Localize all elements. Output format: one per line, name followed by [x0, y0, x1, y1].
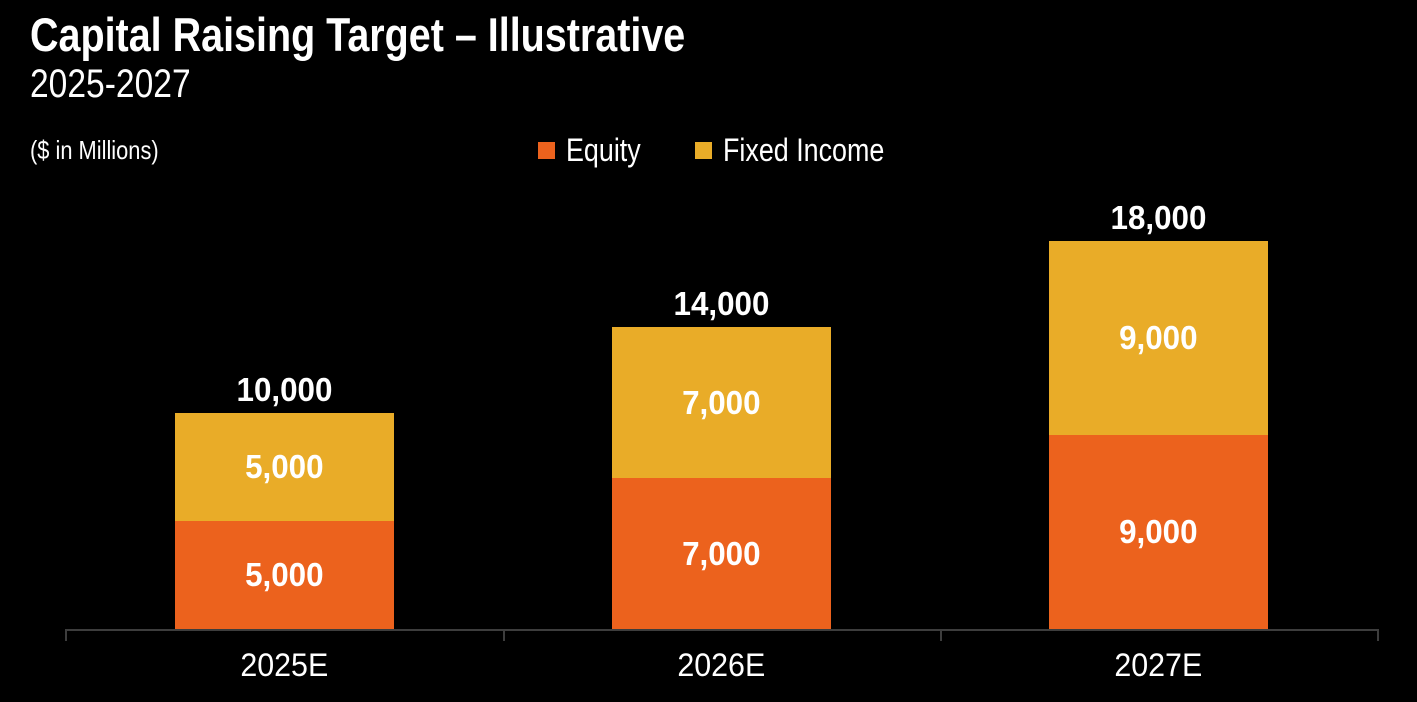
- legend-item-fixed-income: Fixed Income: [694, 133, 915, 167]
- page-title: Capital Raising Target – Illustrative: [30, 10, 810, 60]
- page-title-text: Capital Raising Target – Illustrative: [30, 8, 686, 61]
- equity-swatch-icon: [538, 141, 555, 159]
- page-subtitle: 2025-2027: [30, 63, 221, 105]
- x-axis-tick: [65, 629, 67, 641]
- category-label: 2027E: [1049, 648, 1268, 682]
- legend-label-fixed-income-text: Fixed Income: [722, 132, 885, 168]
- legend-item-equity: Equity: [538, 133, 655, 167]
- units-note: ($ in Millions): [30, 132, 183, 168]
- units-note-text: ($ in Millions): [30, 135, 159, 165]
- x-axis-line: [65, 629, 1379, 631]
- bar-segment-value-label: 5,000: [244, 448, 324, 485]
- bar-segment-value-label: 5,000: [244, 556, 324, 593]
- category-label: 2025E: [175, 648, 394, 682]
- bar-segment: 7,000: [612, 327, 831, 478]
- bar-segment: 9,000: [1049, 241, 1268, 435]
- bar-total-label: 14,000: [612, 287, 831, 321]
- category-label: 2026E: [612, 648, 831, 682]
- bar-segment: 5,000: [174, 413, 394, 521]
- legend: Equity Fixed Income: [538, 133, 915, 167]
- bar-segment-value-label: 9,000: [1119, 513, 1198, 550]
- legend-label-fixed-income: Fixed Income: [723, 133, 915, 167]
- legend-label-equity-text: Equity: [566, 132, 641, 168]
- bar-total-label-text: 14,000: [673, 285, 770, 322]
- bar-segment: 9,000: [1049, 435, 1268, 629]
- category-label-text: 2027E: [1114, 647, 1203, 683]
- bar-total-label: 18,000: [1049, 201, 1268, 235]
- category-label-text: 2025E: [240, 647, 328, 683]
- bar-segment: 7,000: [612, 478, 831, 629]
- legend-label-equity: Equity: [566, 133, 655, 167]
- x-axis-tick: [503, 629, 505, 641]
- bar-segment-value-label: 9,000: [1119, 319, 1198, 356]
- x-axis-tick: [1377, 629, 1379, 641]
- bar-segment-value-label: 7,000: [682, 534, 761, 572]
- page-subtitle-text: 2025-2027: [30, 62, 191, 106]
- bar-total-label-text: 10,000: [236, 371, 332, 408]
- x-axis-tick: [940, 629, 942, 641]
- bar-segment-value-label: 7,000: [682, 383, 761, 421]
- fixed-income-swatch-icon: [694, 141, 712, 159]
- category-label-text: 2026E: [677, 647, 766, 683]
- bar-total-label-text: 18,000: [1110, 199, 1207, 236]
- bar-segment: 5,000: [174, 521, 394, 629]
- bar-total-label: 10,000: [175, 373, 394, 407]
